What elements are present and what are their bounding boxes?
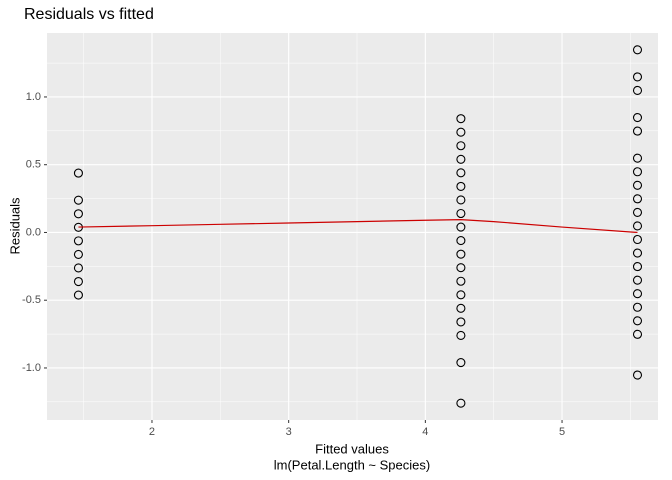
data-point — [73, 276, 83, 287]
data-point — [73, 263, 83, 273]
data-point — [632, 234, 643, 245]
y-tick-label: 1.0 — [26, 91, 41, 103]
data-point — [632, 289, 643, 299]
x-tick-label: 5 — [559, 426, 565, 438]
data-point — [73, 290, 83, 300]
data-point — [632, 248, 643, 258]
data-point — [456, 208, 466, 219]
data-point — [632, 275, 643, 285]
data-point — [456, 330, 466, 340]
x-tick-label: 4 — [422, 426, 428, 438]
data-point — [632, 153, 643, 163]
data-point — [456, 114, 466, 124]
data-point — [73, 249, 83, 259]
data-point — [73, 236, 83, 246]
x-tick-label: 3 — [286, 426, 292, 438]
data-point — [456, 127, 466, 137]
data-point — [632, 180, 643, 190]
data-point — [456, 249, 466, 259]
data-point — [456, 317, 466, 327]
data-point — [456, 236, 466, 246]
y-tick-label: -1.0 — [22, 362, 41, 374]
smooth-line — [78, 218, 638, 234]
x-axis-sublabel: lm(Petal.Length ~ Species) — [274, 457, 430, 472]
data-point — [632, 194, 643, 204]
data-point — [632, 262, 643, 272]
data-point — [456, 154, 466, 164]
data-point — [632, 302, 643, 312]
data-point — [456, 181, 466, 191]
data-point — [456, 263, 466, 273]
data-point — [632, 126, 643, 136]
data-point — [456, 195, 466, 205]
data-point — [456, 168, 466, 178]
chart-title: Residuals vs fitted — [24, 6, 154, 23]
data-point — [456, 276, 466, 286]
data-point — [456, 290, 466, 300]
data-point — [632, 316, 643, 326]
data-point — [632, 329, 643, 339]
y-tick-label: 0.0 — [26, 226, 41, 238]
data-point — [632, 370, 643, 380]
data-point — [632, 85, 643, 96]
y-axis-label: Residuals — [7, 197, 22, 255]
y-tick-label: 0.5 — [26, 159, 41, 171]
data-point — [632, 167, 643, 177]
data-point — [73, 195, 83, 205]
data-point — [73, 209, 83, 219]
data-point — [456, 357, 466, 368]
data-point — [73, 168, 83, 178]
x-tick-label: 2 — [149, 426, 155, 438]
data-point — [456, 303, 466, 313]
data-point — [632, 221, 643, 231]
data-point — [632, 113, 643, 123]
data-point — [456, 222, 466, 232]
data-point — [632, 207, 643, 217]
x-axis-label: Fitted values — [315, 441, 389, 456]
data-point — [632, 72, 643, 82]
data-point — [456, 141, 466, 151]
data-point — [456, 398, 466, 408]
data-point — [632, 45, 643, 55]
y-tick-label: -0.5 — [22, 294, 41, 306]
